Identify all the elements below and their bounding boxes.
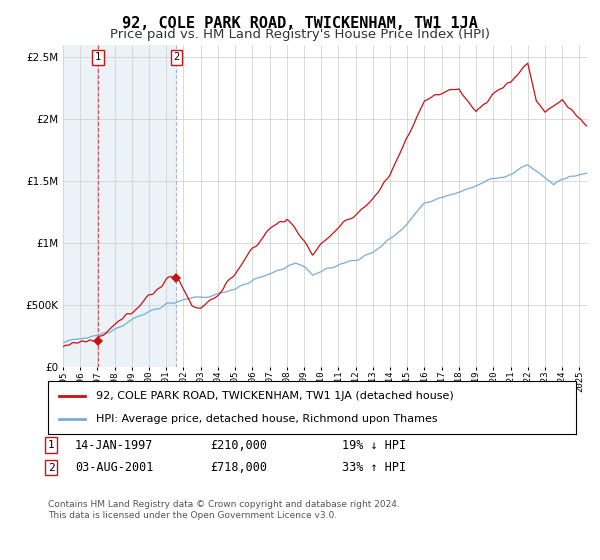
Text: 19% ↓ HPI: 19% ↓ HPI [342,438,406,452]
Text: 2: 2 [173,52,179,62]
Text: 1: 1 [47,440,55,450]
Text: £210,000: £210,000 [210,438,267,452]
Text: Contains HM Land Registry data © Crown copyright and database right 2024.: Contains HM Land Registry data © Crown c… [48,500,400,508]
Text: 03-AUG-2001: 03-AUG-2001 [75,461,154,474]
Text: 2: 2 [47,463,55,473]
Text: 1: 1 [95,52,101,62]
Bar [98,45,176,367]
Bar [63,45,98,367]
Text: HPI: Average price, detached house, Richmond upon Thames: HPI: Average price, detached house, Rich… [95,414,437,424]
Text: 14-JAN-1997: 14-JAN-1997 [75,438,154,452]
Text: 33% ↑ HPI: 33% ↑ HPI [342,461,406,474]
Text: Price paid vs. HM Land Registry's House Price Index (HPI): Price paid vs. HM Land Registry's House … [110,28,490,41]
Text: £718,000: £718,000 [210,461,267,474]
Text: This data is licensed under the Open Government Licence v3.0.: This data is licensed under the Open Gov… [48,511,337,520]
Text: 92, COLE PARK ROAD, TWICKENHAM, TW1 1JA (detached house): 92, COLE PARK ROAD, TWICKENHAM, TW1 1JA … [95,391,453,401]
Text: 92, COLE PARK ROAD, TWICKENHAM, TW1 1JA: 92, COLE PARK ROAD, TWICKENHAM, TW1 1JA [122,16,478,31]
